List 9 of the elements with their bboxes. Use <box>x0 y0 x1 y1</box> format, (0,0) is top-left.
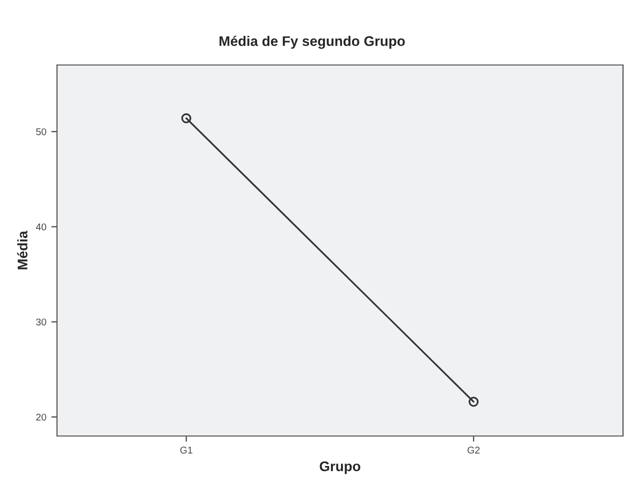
x-tick-label: G2 <box>468 446 480 454</box>
y-tick-label: 30 <box>36 318 46 326</box>
x-tick-label: G1 <box>180 446 192 454</box>
y-tick-label: 20 <box>36 414 46 421</box>
x-axis-title: Grupo <box>320 461 360 474</box>
y-tick-label: 50 <box>36 128 46 136</box>
y-axis-title: Média <box>17 230 28 270</box>
y-tick-label: 40 <box>36 223 46 230</box>
chart-title: Média de Fy segundo Grupo <box>220 36 405 49</box>
